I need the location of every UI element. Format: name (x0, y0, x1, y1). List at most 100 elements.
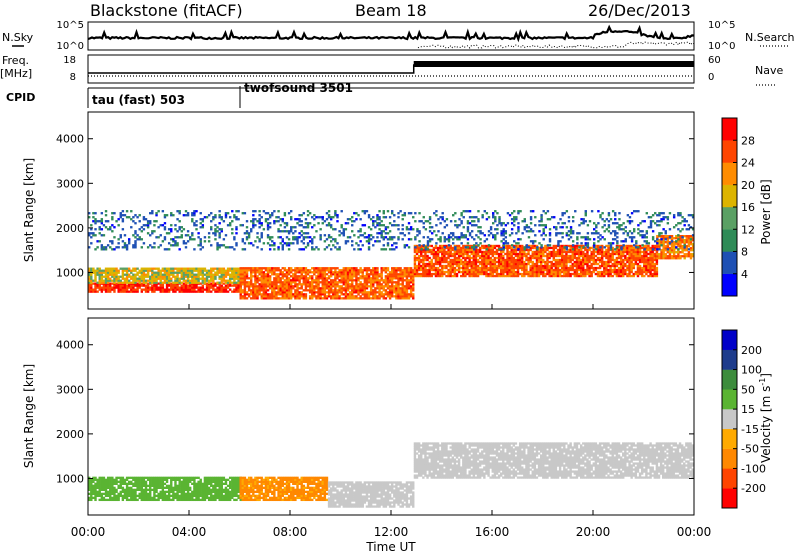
power-cell (617, 246, 621, 250)
power-cell (218, 281, 221, 284)
power-cell (294, 283, 297, 286)
power-cell (220, 267, 223, 270)
power-cell (344, 281, 348, 284)
power-cell (304, 297, 308, 300)
power-cell (466, 250, 469, 254)
power-cell (506, 258, 509, 262)
power-cell (212, 218, 215, 221)
power-cell (233, 238, 236, 241)
power-cell (494, 216, 497, 219)
power-cell (432, 254, 436, 258)
power-cell (254, 295, 257, 298)
power-cell (655, 246, 659, 250)
power-cell (119, 275, 122, 278)
power-cell (586, 252, 589, 256)
power-cell (575, 262, 579, 266)
power-cell (496, 224, 499, 227)
power-cell (590, 246, 593, 250)
power-cell (222, 282, 226, 285)
power-cell (691, 253, 694, 256)
power-cell (296, 279, 299, 282)
power-cell (178, 210, 181, 213)
power-cell (106, 220, 110, 223)
power-cell (537, 264, 541, 268)
power-cell (195, 273, 198, 276)
power-cell (311, 289, 314, 292)
nsearch-series-line (417, 41, 695, 49)
power-cell (478, 248, 482, 252)
power-cell (94, 218, 97, 221)
power-cell (420, 272, 423, 276)
power-cell (422, 236, 425, 239)
power-cell (628, 244, 631, 248)
power-cell (594, 272, 598, 276)
power-cell (104, 269, 108, 272)
power-cell (508, 244, 511, 248)
power-cell (241, 238, 245, 241)
nsearch-tick-bottom: 10^0 (708, 41, 735, 52)
power-cell (616, 242, 619, 245)
power-cell (237, 288, 240, 291)
power-cell (100, 273, 104, 276)
power-cell (548, 272, 551, 276)
power-cell (603, 270, 606, 274)
power-cell (136, 267, 139, 270)
power-cell (579, 252, 583, 256)
power-cell (294, 230, 297, 233)
power-cell (189, 284, 192, 287)
power-cell (197, 286, 200, 289)
power-cell (447, 240, 451, 243)
power-cell (342, 234, 346, 237)
power-cell (115, 279, 118, 282)
power-cell (418, 212, 421, 215)
power-cell (353, 248, 356, 251)
power-cell (628, 264, 631, 268)
power-cell (172, 288, 175, 291)
power-cell (351, 271, 354, 274)
power-cell (491, 260, 494, 264)
power-cell (487, 244, 491, 247)
power-cell (626, 274, 629, 278)
power-cell (493, 258, 497, 262)
power-cell (369, 234, 373, 237)
power-cell (605, 272, 608, 276)
power-cell (687, 239, 691, 242)
power-cell (220, 269, 223, 272)
power-cell (561, 254, 564, 258)
power-cell (184, 234, 188, 237)
power-cell (624, 258, 627, 262)
power-cell (630, 256, 633, 260)
power-cell (451, 264, 455, 268)
power-cell (417, 264, 421, 268)
power-cell (447, 274, 450, 278)
power-cell (660, 253, 663, 256)
power-cell (550, 252, 553, 256)
power-cell (313, 279, 316, 282)
power-cell (668, 247, 672, 250)
power-cell (481, 272, 484, 276)
power-cell (476, 248, 480, 252)
noise-trace (87, 24, 695, 49)
power-cell (351, 289, 354, 292)
power-cell (420, 264, 423, 268)
power-cell (409, 281, 413, 284)
power-cell (144, 273, 148, 276)
power-cell (535, 252, 539, 256)
power-cell (619, 272, 623, 276)
power-cell (668, 255, 672, 258)
power-cell (533, 252, 537, 256)
power-cell (470, 264, 473, 268)
power-cell (363, 212, 367, 215)
power-cell (525, 258, 528, 262)
power-cell (304, 232, 308, 235)
power-cell (306, 222, 310, 225)
power-cell (412, 285, 415, 288)
power-cell (512, 252, 516, 256)
power-cell (422, 222, 425, 225)
power-cell (323, 248, 327, 251)
power-cell (252, 210, 255, 213)
power-cell (521, 256, 524, 260)
power-cell (487, 268, 490, 272)
power-cell (336, 242, 339, 245)
power-cell (462, 234, 465, 237)
